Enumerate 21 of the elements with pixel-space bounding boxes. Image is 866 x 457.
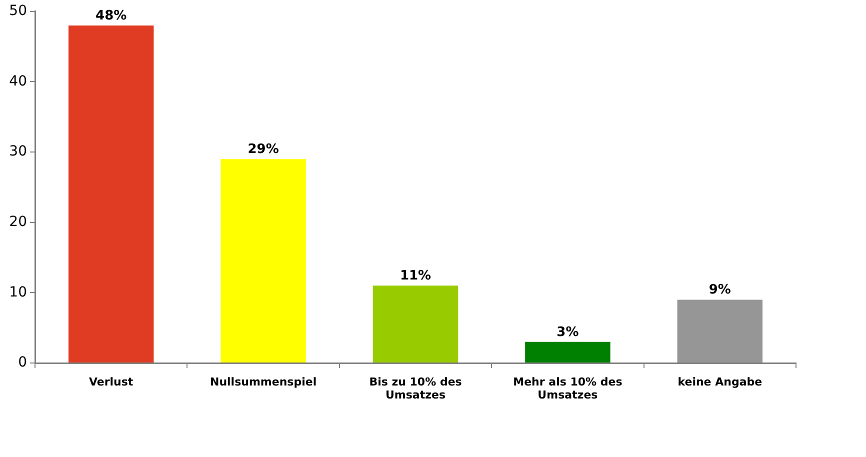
y-tick-label: 0 [18, 354, 27, 371]
bar [68, 25, 154, 362]
y-tick-label: 30 [9, 144, 27, 160]
y-tick-label: 50 [9, 3, 27, 20]
y-tick-label: 20 [9, 214, 27, 230]
x-tick-label: Mehr als 10% des Umsatzes [513, 375, 623, 402]
bar [220, 159, 306, 362]
bar [677, 300, 763, 362]
x-tick-label: Nullsummenspiel [210, 375, 317, 388]
data-label: 3% [556, 324, 579, 340]
x-tick-label: Verlust [88, 375, 134, 388]
data-label: 11% [400, 268, 432, 284]
bar [372, 286, 458, 362]
y-tick-label: 10 [9, 284, 27, 300]
data-label: 48% [96, 8, 127, 24]
data-label: 29% [248, 142, 279, 157]
x-tick-label: Bis zu 10% des Umsatzes [369, 375, 462, 402]
y-tick-label: 40 [9, 73, 27, 90]
x-tick-label: keine Angabe [678, 375, 762, 388]
data-label: 9% [708, 282, 731, 298]
bar [525, 342, 610, 362]
